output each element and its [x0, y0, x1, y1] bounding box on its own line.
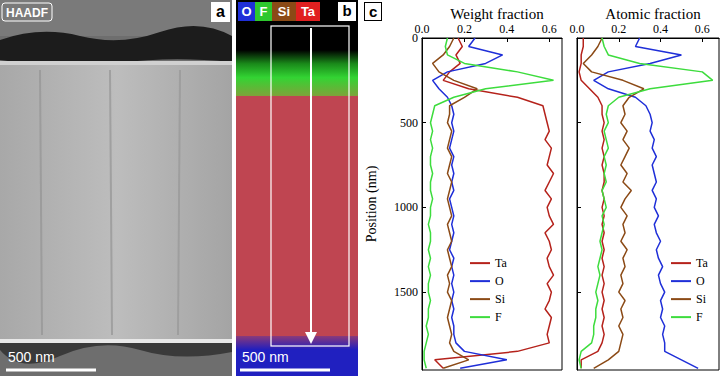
svg-text:Atomic fraction: Atomic fraction: [605, 6, 701, 22]
svg-text:Si: Si: [278, 4, 290, 19]
svg-text:0: 0: [412, 31, 418, 45]
svg-text:1500: 1500: [394, 285, 418, 299]
svg-text:F: F: [696, 310, 703, 324]
svg-text:Ta: Ta: [696, 256, 708, 270]
html-text:c: c: [369, 3, 378, 20]
svg-text:Si: Si: [696, 292, 707, 306]
svg-text:F: F: [260, 4, 268, 19]
svg-text:0.6: 0.6: [695, 22, 710, 36]
svg-text:500 nm: 500 nm: [242, 349, 289, 365]
svg-text:Weight fraction: Weight fraction: [450, 6, 544, 22]
svg-text:0.4: 0.4: [653, 22, 668, 36]
svg-text:Ta: Ta: [495, 256, 507, 270]
svg-text:Position (nm): Position (nm): [364, 165, 380, 242]
svg-text:0.2: 0.2: [457, 22, 472, 36]
svg-text:0.6: 0.6: [542, 22, 557, 36]
svg-text:0.0: 0.0: [415, 22, 430, 36]
svg-text:500 nm: 500 nm: [8, 349, 55, 365]
svg-text:Si: Si: [495, 292, 506, 306]
svg-text:0.4: 0.4: [499, 22, 514, 36]
svg-text:O: O: [696, 274, 705, 288]
svg-text:Ta: Ta: [301, 4, 316, 19]
svg-text:0.0: 0.0: [570, 22, 585, 36]
svg-text:1000: 1000: [394, 200, 418, 214]
svg-text:F: F: [495, 310, 502, 324]
svg-text:b: b: [342, 2, 351, 19]
svg-text:O: O: [495, 274, 504, 288]
svg-text:500: 500: [400, 116, 418, 130]
svg-text:a: a: [216, 3, 225, 20]
svg-text:HAADF: HAADF: [6, 6, 48, 20]
svg-text:0.2: 0.2: [611, 22, 626, 36]
svg-text:O: O: [241, 4, 251, 19]
